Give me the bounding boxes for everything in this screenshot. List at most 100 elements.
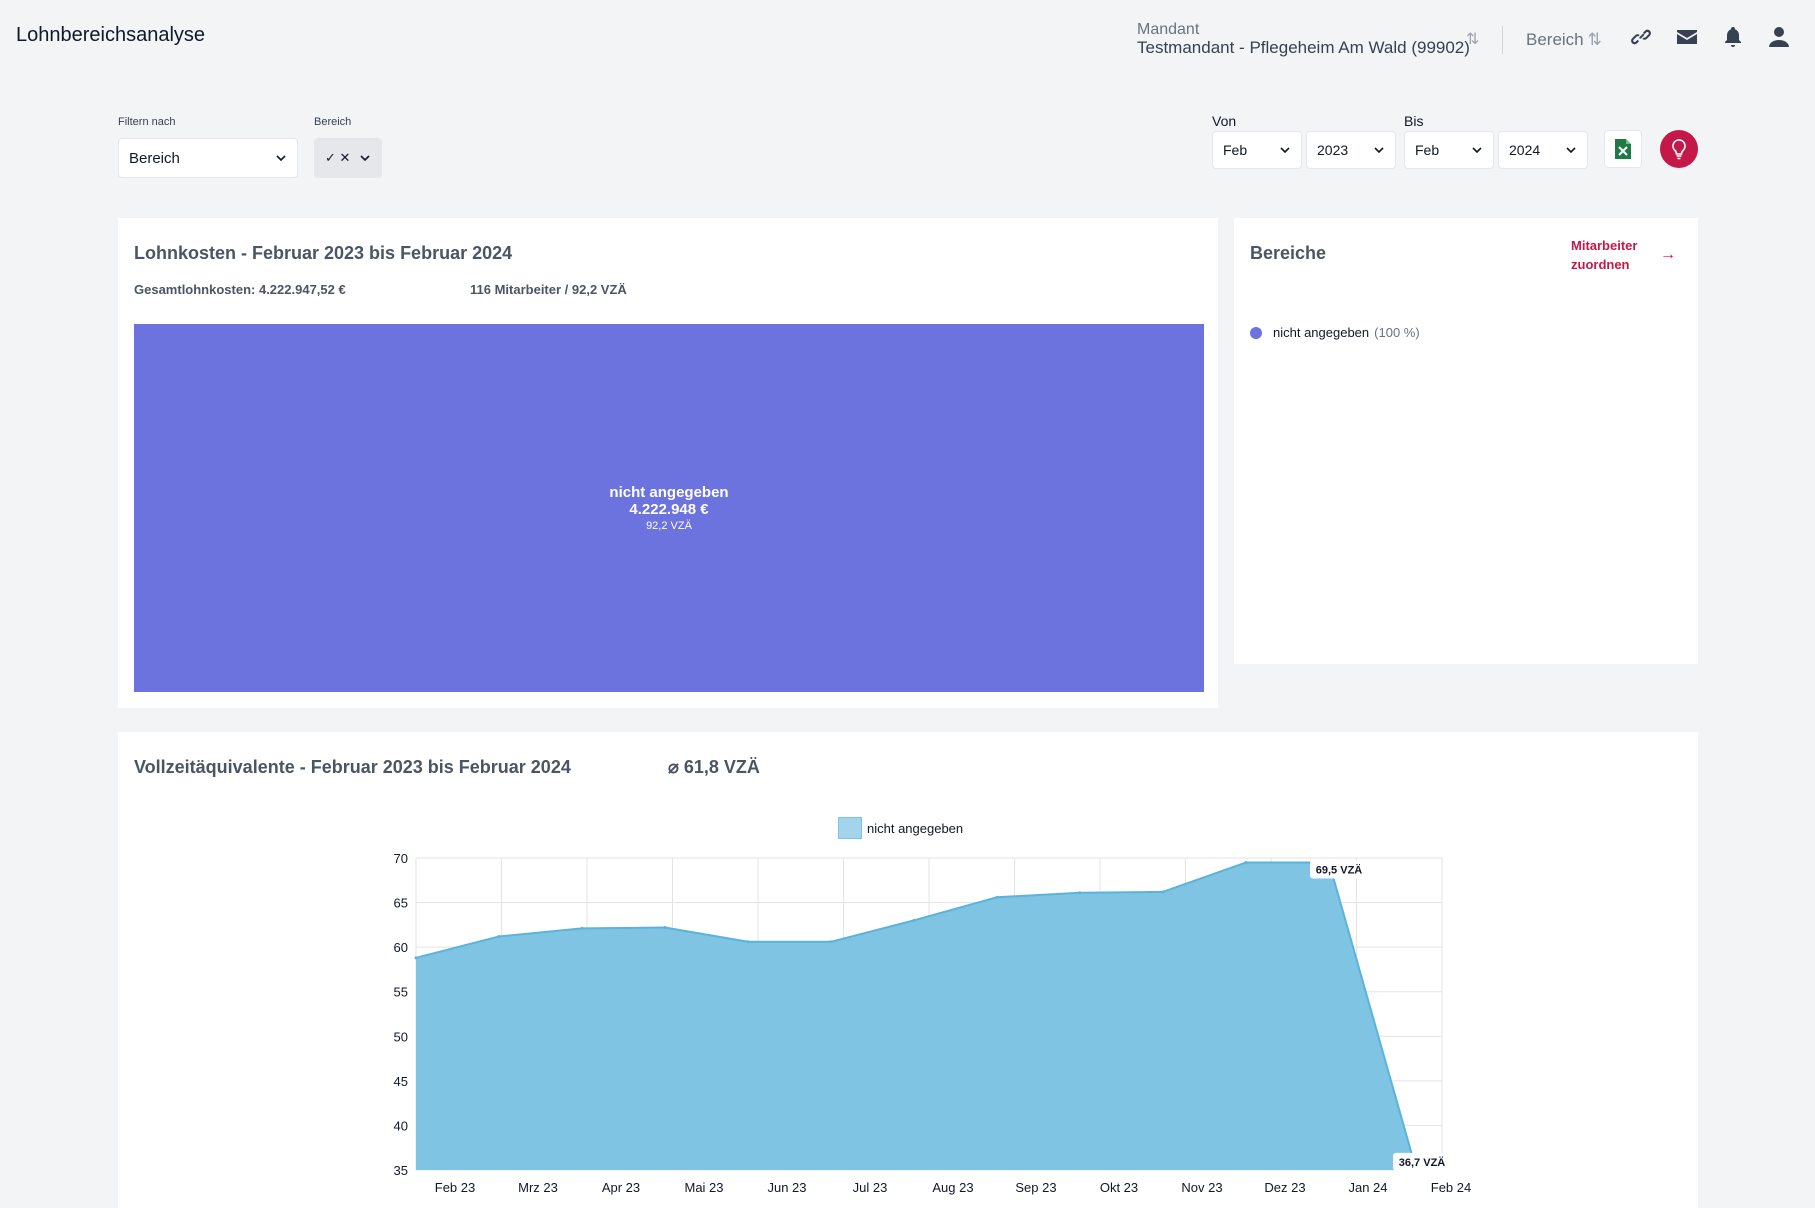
data-point: [995, 895, 999, 899]
bereich-filter-select[interactable]: ✓ ✕: [314, 138, 382, 178]
chevron-down-icon: [360, 155, 370, 162]
data-point: [1161, 890, 1165, 894]
y-tick-label: 60: [394, 940, 408, 955]
bis-year-value: 2024: [1509, 142, 1541, 158]
bis-label: Bis: [1404, 113, 1424, 129]
x-tick-label: Mrz 23: [518, 1180, 558, 1195]
x-tick-label: Jul 23: [853, 1180, 888, 1195]
chevron-down-icon: [1374, 147, 1384, 154]
vza-title: Vollzeitäquivalente - Februar 2023 bis F…: [134, 757, 571, 777]
bereich-filter-value: ✓ ✕: [325, 150, 351, 165]
data-point: [663, 926, 667, 930]
y-tick-label: 65: [394, 896, 408, 911]
x-tick-label: Sep 23: [1015, 1180, 1056, 1195]
data-point: [829, 940, 833, 944]
x-tick-label: Jun 23: [767, 1180, 806, 1195]
treemap-vza: 92,2 VZÄ: [646, 520, 692, 532]
vza-average: ⌀ 61,8 VZÄ: [668, 757, 760, 777]
data-point: [1244, 860, 1248, 864]
von-month-value: Feb: [1223, 142, 1248, 158]
x-tick-label: Jan 24: [1348, 1180, 1387, 1195]
x-tick-label: Dez 23: [1264, 1180, 1305, 1195]
lohnkosten-title: Lohnkosten - Februar 2023 bis Februar 20…: [134, 243, 513, 263]
data-point: [1078, 891, 1082, 895]
mandant-selector[interactable]: Mandant Testmandant - Pflegeheim Am Wald…: [1137, 21, 1470, 57]
chevron-down-icon: [1280, 147, 1290, 154]
treemap-label: nicht angegeben 4.222.948 € 92,2 VZÄ: [134, 484, 1204, 532]
treemap-name: nicht angegeben: [609, 484, 729, 501]
chart-legend[interactable]: nicht angegeben: [838, 817, 963, 839]
x-tick-label: Aug 23: [932, 1180, 973, 1195]
total-cost: Gesamtlohnkosten: 4.222.947,52 €: [134, 282, 346, 297]
treemap-value: 4.222.948 €: [629, 501, 709, 518]
bis-year-select[interactable]: 2024: [1498, 131, 1588, 169]
lightbulb-icon: [1672, 139, 1686, 160]
x-tick-label: Feb 23: [435, 1180, 475, 1195]
x-tick-label: Okt 23: [1100, 1180, 1138, 1195]
bis-month-value: Feb: [1415, 142, 1440, 158]
mandant-sort-icon[interactable]: ⇅: [1466, 31, 1480, 48]
bereich-legend-pct: (100 %): [1374, 325, 1420, 340]
bereich-legend-name: nicht angegeben: [1273, 325, 1370, 340]
y-tick-label: 50: [394, 1029, 408, 1044]
von-month-select[interactable]: Feb: [1212, 131, 1302, 169]
data-label: 69,5 VZÄ: [1310, 860, 1368, 879]
chevron-down-icon: [1472, 147, 1482, 154]
data-label-bg: [1393, 1152, 1451, 1171]
mandant-label: Mandant: [1137, 21, 1200, 38]
area-fill: [416, 862, 1412, 1170]
y-tick-label: 70: [394, 851, 408, 866]
von-label: Von: [1212, 113, 1237, 129]
mandant-value[interactable]: Testmandant - Pflegeheim Am Wald (99902): [1137, 38, 1470, 57]
y-tick-label: 40: [394, 1118, 408, 1133]
legend-dot: [1250, 326, 1262, 339]
y-tick-label: 45: [394, 1074, 408, 1089]
filter-by-select[interactable]: Bereich: [118, 138, 298, 178]
bereich-switch-label: Bereich: [1526, 30, 1584, 49]
bereich-legend-item[interactable]: nicht angegeben (100 %): [1250, 325, 1420, 340]
von-year-select[interactable]: 2023: [1306, 131, 1396, 169]
bis-month-select[interactable]: Feb: [1404, 131, 1494, 169]
excel-icon: [1615, 139, 1631, 159]
excel-export-button[interactable]: [1604, 130, 1642, 168]
mail-icon[interactable]: [1674, 24, 1700, 50]
data-point: [746, 940, 750, 944]
filter-by-label: Filtern nach: [118, 116, 176, 128]
legend-swatch: [838, 817, 862, 839]
data-label: 36,7 VZÄ: [1393, 1152, 1451, 1171]
treemap-cell[interactable]: nicht angegeben 4.222.948 € 92,2 VZÄ: [134, 324, 1204, 692]
chevron-down-icon: [276, 155, 286, 162]
lohnkosten-card: Lohnkosten - Februar 2023 bis Februar 20…: [118, 218, 1218, 708]
x-tick-label: Nov 23: [1181, 1180, 1222, 1195]
y-tick-label: 55: [394, 985, 408, 1000]
data-point: [497, 934, 501, 938]
x-tick-label: Feb 24: [1431, 1180, 1471, 1195]
bereich-sort-icon: ⇅: [1587, 30, 1602, 49]
von-year-value: 2023: [1317, 142, 1349, 158]
y-tick-label: 35: [394, 1163, 408, 1178]
data-point: [414, 956, 418, 960]
arrow-right-icon[interactable]: →: [1660, 246, 1676, 263]
bereich-switch[interactable]: Bereich ⇅: [1526, 30, 1602, 50]
data-label-bg: [1310, 860, 1368, 879]
idea-button[interactable]: [1660, 130, 1698, 168]
bereiche-card: Bereiche nicht angegeben (100 %): [1234, 218, 1698, 664]
app-title: Lohnbereichsanalyse: [16, 24, 206, 46]
data-label-text: 69,5 VZÄ: [1316, 863, 1363, 876]
header-divider: [1502, 26, 1503, 54]
chart-legend-label: nicht angegeben: [867, 820, 964, 836]
x-tick-label: Apr 23: [602, 1180, 640, 1195]
x-tick-label: Mai 23: [684, 1180, 723, 1195]
data-label-text: 36,7 VZÄ: [1399, 1156, 1446, 1169]
filter-by-value: Bereich: [129, 149, 180, 167]
bereiche-title: Bereiche: [1250, 243, 1327, 263]
link-icon[interactable]: [1628, 24, 1654, 50]
bereich-filter-label: Bereich: [314, 116, 352, 128]
chevron-down-icon: [1566, 147, 1576, 154]
employee-count: 116 Mitarbeiter / 92,2 VZÄ: [470, 282, 627, 297]
assign-employees-link[interactable]: Mitarbeiter zuordnen: [1571, 238, 1638, 272]
bell-icon[interactable]: [1720, 24, 1746, 50]
user-icon[interactable]: [1766, 24, 1792, 50]
data-point: [580, 926, 584, 930]
